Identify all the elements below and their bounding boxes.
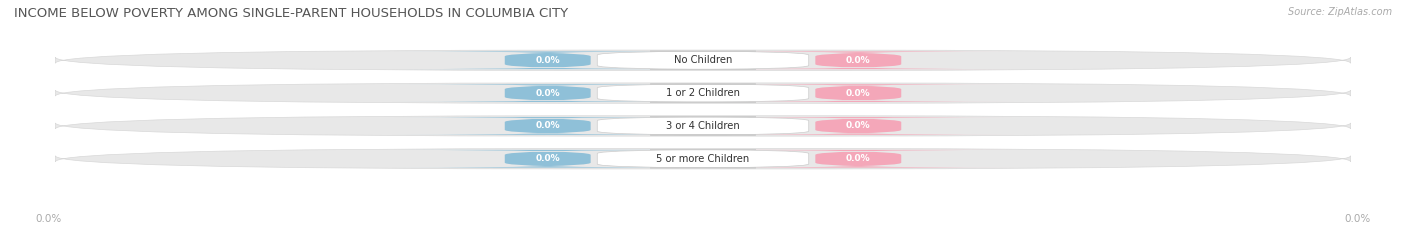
Text: 0.0%: 0.0% <box>1344 214 1371 224</box>
FancyBboxPatch shape <box>598 117 808 135</box>
Text: No Children: No Children <box>673 55 733 65</box>
FancyBboxPatch shape <box>55 83 1351 103</box>
Text: 0.0%: 0.0% <box>536 154 560 163</box>
Text: 0.0%: 0.0% <box>536 89 560 98</box>
Text: 3 or 4 Children: 3 or 4 Children <box>666 121 740 131</box>
Text: 0.0%: 0.0% <box>846 154 870 163</box>
Text: 0.0%: 0.0% <box>536 56 560 65</box>
FancyBboxPatch shape <box>703 150 1014 168</box>
Text: 0.0%: 0.0% <box>846 56 870 65</box>
Text: Source: ZipAtlas.com: Source: ZipAtlas.com <box>1288 7 1392 17</box>
FancyBboxPatch shape <box>55 149 1351 169</box>
FancyBboxPatch shape <box>392 150 703 168</box>
FancyBboxPatch shape <box>703 51 1014 69</box>
FancyBboxPatch shape <box>598 84 808 102</box>
Text: 0.0%: 0.0% <box>536 121 560 130</box>
Text: INCOME BELOW POVERTY AMONG SINGLE-PARENT HOUSEHOLDS IN COLUMBIA CITY: INCOME BELOW POVERTY AMONG SINGLE-PARENT… <box>14 7 568 20</box>
FancyBboxPatch shape <box>598 51 808 69</box>
FancyBboxPatch shape <box>392 117 703 135</box>
FancyBboxPatch shape <box>703 84 1014 102</box>
FancyBboxPatch shape <box>392 51 703 69</box>
Text: 0.0%: 0.0% <box>35 214 62 224</box>
Text: 0.0%: 0.0% <box>846 89 870 98</box>
FancyBboxPatch shape <box>55 116 1351 136</box>
FancyBboxPatch shape <box>392 84 703 102</box>
Text: 0.0%: 0.0% <box>846 121 870 130</box>
Text: 1 or 2 Children: 1 or 2 Children <box>666 88 740 98</box>
FancyBboxPatch shape <box>703 117 1014 135</box>
FancyBboxPatch shape <box>598 150 808 168</box>
FancyBboxPatch shape <box>55 50 1351 70</box>
Text: 5 or more Children: 5 or more Children <box>657 154 749 164</box>
